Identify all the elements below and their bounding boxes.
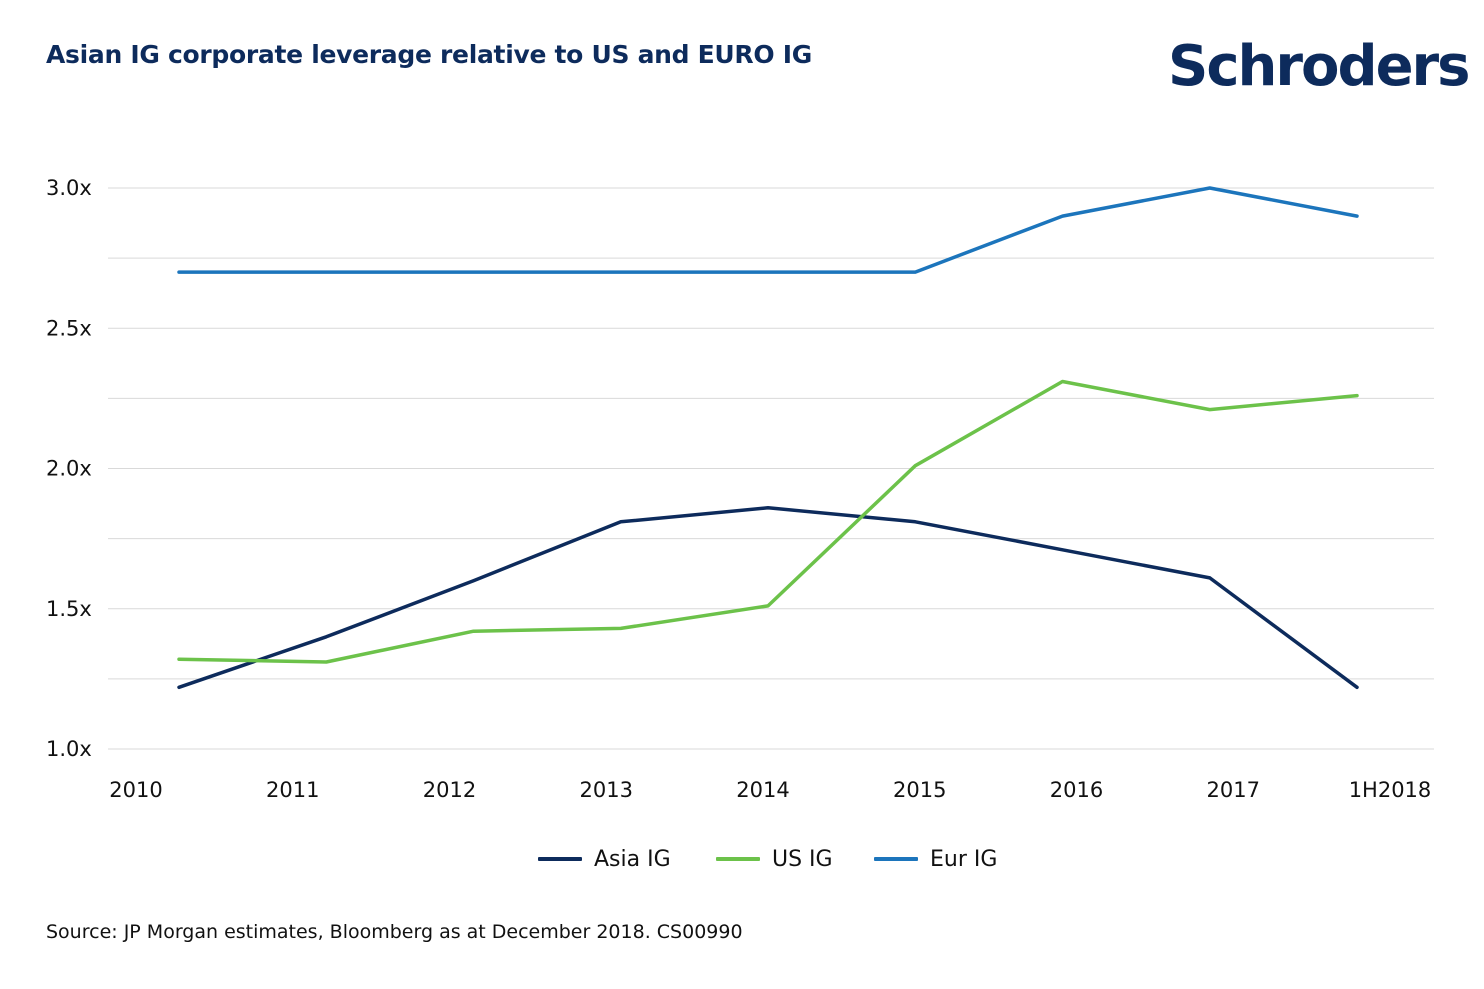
y-tick-label: 2.0x	[46, 457, 92, 481]
x-tick-label: 2012	[423, 778, 476, 802]
line-chart: 1.0x1.5x2.0x2.5x3.0x 2010 2011 2012 2013 201…	[46, 176, 1434, 802]
legend-item-eur-ig: Eur IG	[874, 841, 997, 877]
legend-item-asia-ig: Asia IG	[538, 841, 671, 877]
gridlines	[108, 187, 1434, 750]
schroders-logo: Schroders	[1168, 34, 1470, 99]
source-note: Source: JP Morgan estimates, Bloomberg a…	[46, 921, 743, 943]
x-tick-label: 2016	[1050, 778, 1103, 802]
x-tick-label: 2015	[893, 778, 946, 802]
series-line-eur-ig	[177, 186, 1359, 274]
y-tick-label: 2.5x	[46, 316, 92, 340]
x-tick-label: 2014	[736, 778, 789, 802]
legend-label: Asia IG	[594, 846, 671, 872]
x-tick-label: 1H2018	[1349, 778, 1432, 802]
legend-label: Eur IG	[930, 846, 998, 872]
series-lines	[177, 186, 1359, 690]
chart-title: Asian IG corporate leverage relative to …	[46, 40, 812, 69]
y-tick-label: 3.0x	[46, 176, 92, 200]
legend-swatch	[716, 857, 760, 861]
series-line-us-ig	[177, 379, 1359, 664]
legend-swatch	[538, 857, 582, 861]
legend-label: US IG	[772, 846, 833, 872]
x-tick-label: 2011	[266, 778, 319, 802]
x-tick-label: 2017	[1207, 778, 1260, 802]
y-tick-label: 1.0x	[46, 737, 92, 761]
legend-item-us-ig: US IG	[716, 841, 833, 877]
chart-legend: Asia IG US IG Eur IG	[0, 841, 1484, 877]
x-tick-label: 2010	[109, 778, 162, 802]
x-axis-tick-labels: 2010 2011 2012 2013 2014 2015 2016 2017 1H2018	[109, 778, 1431, 802]
series-line-asia-ig	[177, 506, 1359, 690]
y-tick-label: 1.5x	[46, 597, 92, 621]
y-axis-tick-labels: 1.0x 1.5x 2.0x 2.5x 3.0x	[46, 176, 92, 761]
x-tick-label: 2013	[580, 778, 633, 802]
legend-swatch	[874, 857, 918, 861]
